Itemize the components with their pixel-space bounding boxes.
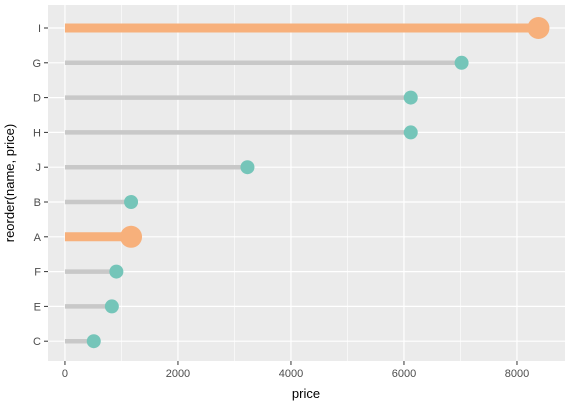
lollipop-point-E [104, 299, 119, 314]
y-tick-label-I: I [38, 23, 41, 35]
y-tick-label-B: B [34, 197, 41, 209]
y-axis-title: reorder(name, price) [2, 124, 17, 243]
x-tick-label: 8000 [505, 368, 529, 380]
y-tick-label-H: H [33, 127, 41, 139]
x-tick-label: 4000 [279, 368, 303, 380]
lollipop-point-D [403, 90, 418, 105]
y-tick-label-E: E [34, 301, 41, 313]
y-tick-label-A: A [34, 232, 42, 244]
lollipop-point-G [454, 55, 469, 70]
lollipop-point-A [120, 225, 143, 248]
chart-marks [64, 17, 550, 349]
lollipop-point-H [403, 125, 418, 140]
x-tick-label: 2000 [166, 368, 190, 380]
y-tick-label-J: J [36, 162, 42, 174]
lollipop-point-J [240, 160, 255, 175]
lollipop-point-F [109, 264, 124, 279]
axes: I G D H J B A F E C 0 2000 4000 6000 8000 [32, 23, 529, 380]
lollipop-point-I [527, 17, 550, 39]
plot-panel [48, 5, 565, 361]
x-axis-title: price [292, 386, 320, 401]
y-tick-label-F: F [34, 267, 41, 279]
y-tick-label-C: C [33, 336, 41, 348]
x-tick-label: 0 [62, 368, 68, 380]
x-tick-label: 6000 [392, 368, 416, 380]
y-tick-label-G: G [32, 58, 41, 70]
lollipop-point-C [86, 334, 101, 349]
lollipop-point-B [124, 195, 139, 209]
y-tick-label-D: D [33, 93, 41, 105]
